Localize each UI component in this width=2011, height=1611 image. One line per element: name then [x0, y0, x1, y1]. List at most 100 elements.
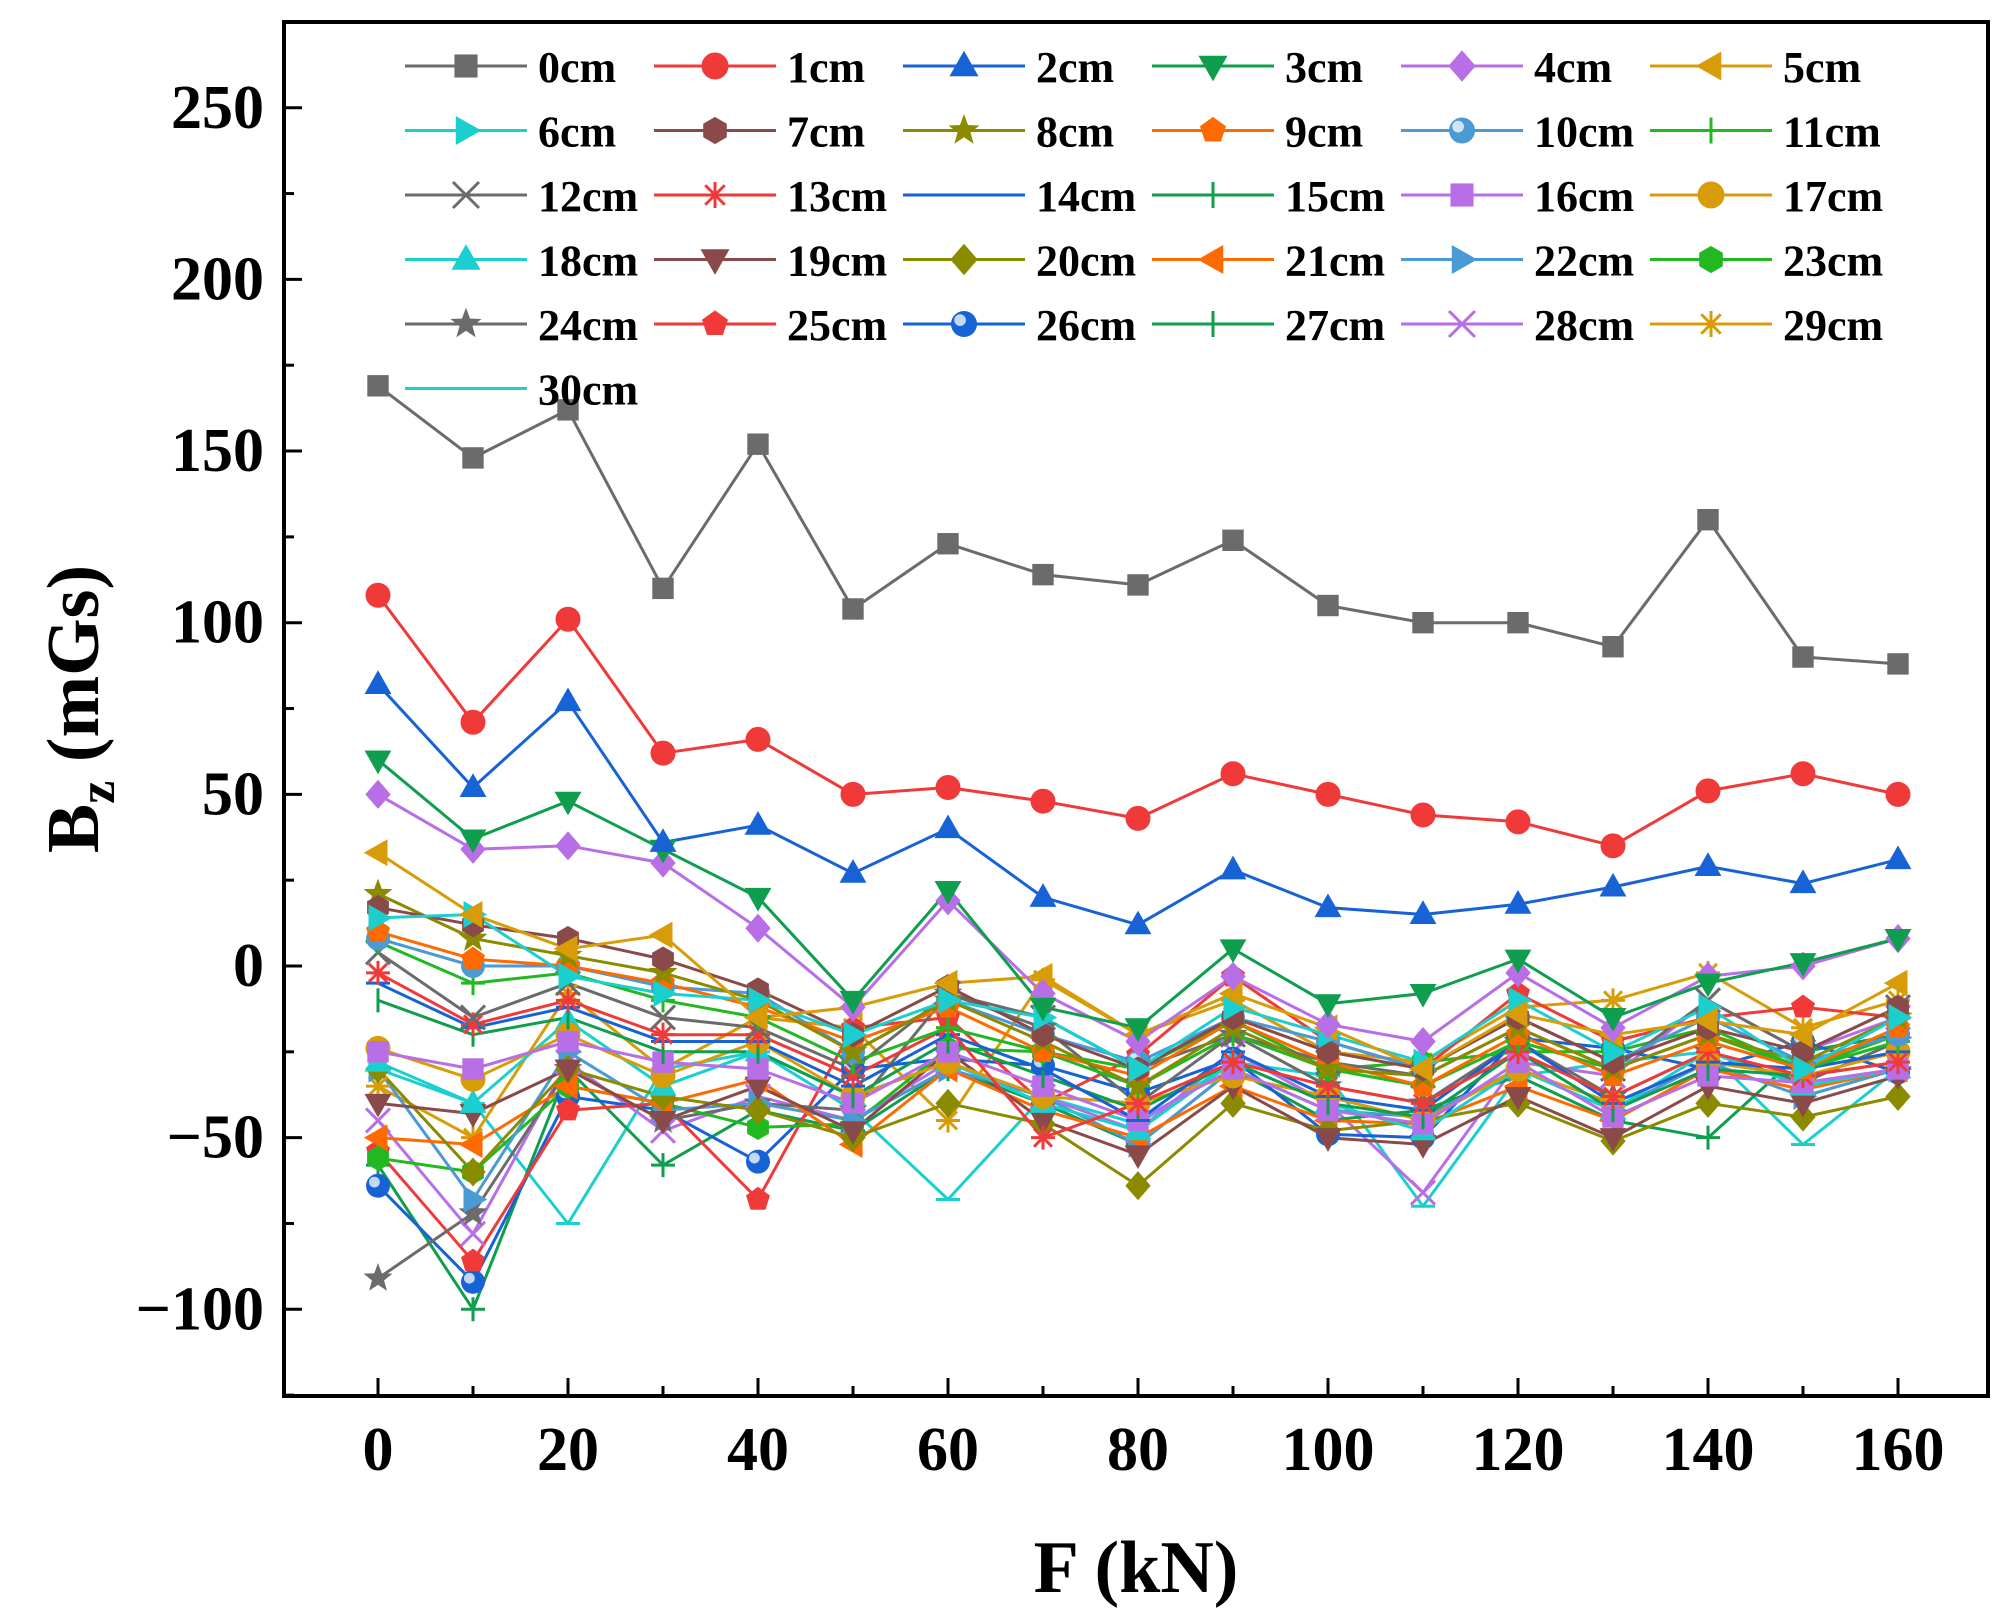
data-point-3cm [364, 750, 392, 775]
legend-label: 6cm [538, 108, 616, 157]
x-tick-label: 40 [727, 1416, 789, 1484]
data-point-13cm [1031, 1125, 1055, 1150]
legend-marker [1449, 117, 1475, 144]
data-point-28cm [1409, 1179, 1437, 1206]
legend-label: 12cm [538, 172, 638, 221]
data-point-24cm [458, 1197, 488, 1226]
legend-item-5cm: 5cm [1650, 43, 1861, 92]
data-point-13cm [746, 1022, 770, 1047]
data-point-3cm [1694, 973, 1722, 998]
data-point-6cm [938, 986, 963, 1014]
legend-label: 23cm [1783, 237, 1883, 286]
legend-item-17cm: 17cm [1650, 172, 1883, 221]
legend-item-13cm: 13cm [654, 172, 887, 221]
legend-marker [1698, 117, 1724, 144]
legend-item-19cm: 19cm [654, 237, 887, 286]
data-point-13cm [1411, 1091, 1435, 1116]
data-point-18cm [459, 1089, 487, 1113]
data-point-3cm [839, 990, 867, 1015]
data-point-2cm [554, 687, 582, 712]
legend-marker [950, 243, 978, 276]
data-point-29cm [936, 1108, 960, 1133]
x-tick-label: 20 [537, 1416, 599, 1484]
x-tick-label: 80 [1107, 1416, 1169, 1484]
data-point-3cm [934, 880, 962, 905]
legend-item-23cm: 23cm [1650, 237, 1883, 286]
data-point-3cm [744, 887, 772, 912]
data-point-16cm [462, 1058, 484, 1080]
data-point-3cm [1219, 939, 1247, 964]
legend-marker [450, 307, 482, 338]
data-point-13cm [1126, 1091, 1150, 1116]
data-point-2cm [459, 773, 487, 797]
data-point-13cm [556, 988, 580, 1013]
legend-label: 27cm [1285, 301, 1385, 350]
data-point-4cm [1220, 961, 1246, 991]
data-point-5cm [1883, 969, 1908, 997]
legend-item-18cm: 18cm [405, 237, 638, 286]
data-point-3cm [459, 829, 487, 854]
data-point-1cm [1220, 761, 1246, 787]
data-point-0cm [937, 533, 959, 555]
data-point-1cm [1505, 809, 1531, 835]
legend-item-20cm: 20cm [903, 237, 1136, 286]
legend-label: 7cm [787, 108, 865, 157]
legend-label: 17cm [1783, 172, 1883, 221]
legend-marker [1697, 181, 1725, 209]
legend-item-3cm: 3cm [1152, 43, 1363, 92]
legend-item-22cm: 22cm [1401, 237, 1634, 286]
legend-item-8cm: 8cm [903, 108, 1114, 157]
legend-label: 16cm [1534, 172, 1634, 221]
data-point-9cm [461, 946, 485, 970]
data-point-2cm [934, 814, 962, 839]
series-points-19cm [364, 1042, 1912, 1170]
data-point-0cm [652, 577, 674, 600]
data-point-19cm [364, 1093, 392, 1118]
legend-label: 18cm [538, 237, 638, 286]
legend-item-0cm: 0cm [405, 43, 616, 92]
legend-item-11cm: 11cm [1650, 108, 1881, 157]
data-point-25cm [556, 1097, 580, 1121]
data-point-24cm [363, 1263, 393, 1291]
legend-label: 14cm [1036, 172, 1136, 221]
data-point-0cm [1697, 509, 1719, 531]
x-tick-label: 120 [1472, 1416, 1565, 1484]
legend-marker [1197, 244, 1224, 275]
legend-label: 3cm [1285, 43, 1363, 92]
legend-marker [1451, 244, 1478, 275]
y-axis-label-main: B [33, 804, 115, 853]
data-point-5cm [933, 969, 958, 997]
data-point-1cm [555, 606, 581, 632]
legend-label: 24cm [538, 301, 638, 350]
legend-marker [1698, 311, 1724, 337]
data-point-22cm [463, 1185, 488, 1213]
legend-item-6cm: 6cm [405, 108, 616, 157]
data-point-0cm [1507, 612, 1529, 634]
legend-item-15cm: 15cm [1152, 172, 1385, 221]
y-tick-label: 100 [171, 589, 264, 657]
data-point-27cm [1696, 1125, 1720, 1150]
legend-item-14cm: 14cm [903, 172, 1136, 221]
legend-item-24cm: 24cm [405, 301, 638, 350]
data-point-3cm [1504, 949, 1532, 974]
data-point-1cm [365, 582, 391, 608]
data-point-1cm [745, 726, 771, 752]
data-point-6cm [368, 904, 393, 932]
y-axis-label-unit: (mGs) [33, 565, 115, 762]
data-point-1cm [1790, 761, 1816, 787]
legend-item-30cm: 30cm [405, 366, 638, 415]
data-point-0cm [1222, 529, 1244, 552]
data-point-13cm [841, 1063, 865, 1088]
legend-label: 29cm [1783, 301, 1883, 350]
legend-marker [1198, 55, 1228, 82]
x-tick-label: 60 [917, 1416, 979, 1484]
data-point-6cm [653, 980, 678, 1007]
data-point-3cm [1599, 1007, 1627, 1032]
data-point-2cm [1314, 893, 1342, 918]
data-point-1cm [1695, 778, 1721, 804]
x-axis: 0 20 40 60 80 100 120 140 160 [363, 1378, 1945, 1484]
data-point-2cm [1504, 889, 1532, 914]
data-point-4cm [1410, 1026, 1436, 1057]
legend-label: 20cm [1036, 237, 1136, 286]
